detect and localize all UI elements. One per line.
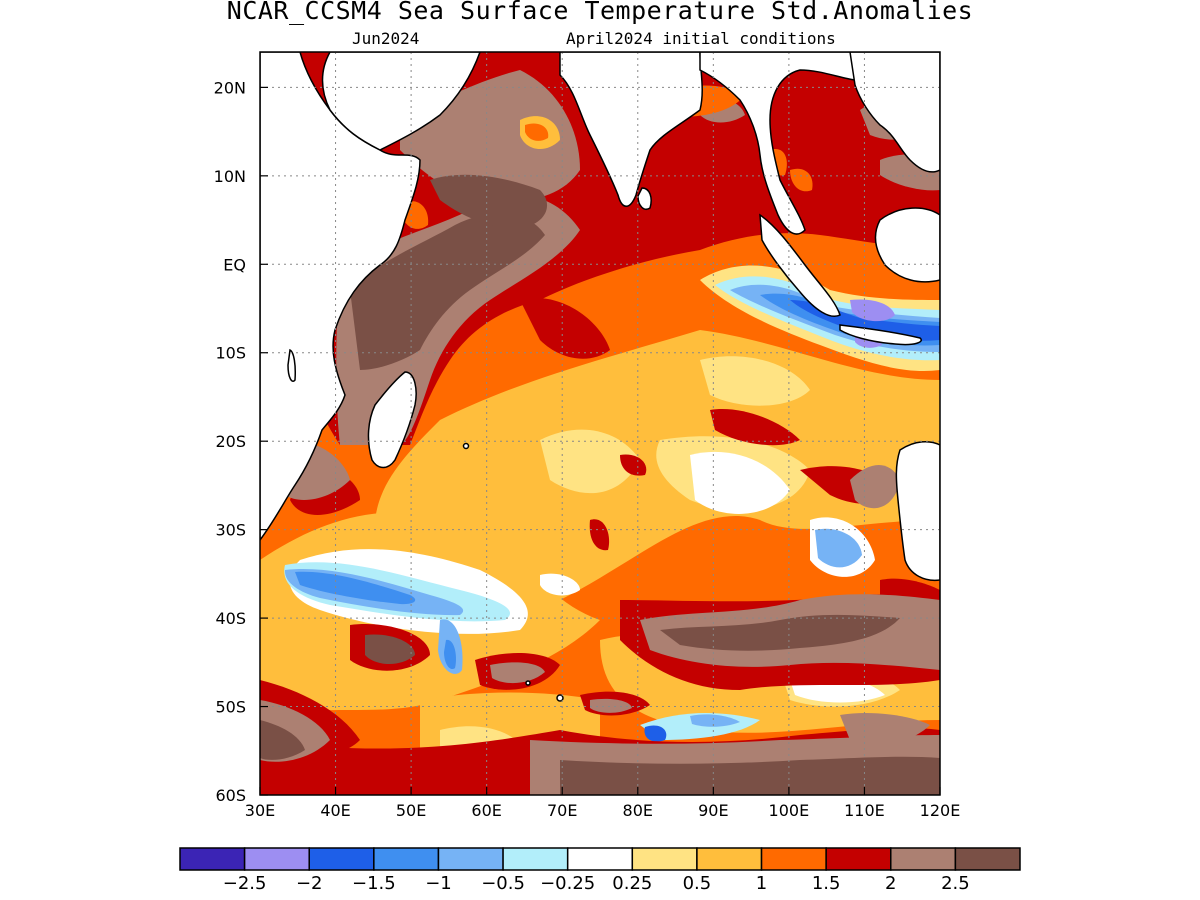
y-tick-label: EQ [223, 255, 246, 274]
x-tick-label: 50E [396, 801, 426, 820]
colorbar-label: 1.5 [812, 873, 841, 894]
anomaly-field [260, 52, 940, 795]
colorbar-swatch [631, 847, 698, 871]
colorbar-label: −2 [296, 873, 323, 894]
colorbar-swatch [760, 847, 827, 871]
x-tick-label: 40E [320, 801, 350, 820]
colorbar-label: 1 [756, 873, 767, 894]
latitude-labels: 20N 10N EQ 10S 20S 30S 40S 50S 60S [214, 78, 246, 805]
colorbar-swatch [308, 847, 375, 871]
colorbar-label: 0.25 [612, 873, 652, 894]
colorbar-label: −0.5 [481, 873, 525, 894]
colorbar-swatch [179, 847, 246, 871]
y-tick-label: 40S [215, 609, 246, 628]
x-tick-label: 70E [547, 801, 577, 820]
colorbar-label: 2.5 [941, 873, 970, 894]
colorbar-swatch [696, 847, 763, 871]
colorbar: −2.5 −2 −1.5 −1 −0.5 −0.25 0.25 0.5 1 1.5 2 2.5 [179, 847, 1021, 894]
x-tick-label: 80E [623, 801, 653, 820]
colorbar-label: 2 [885, 873, 896, 894]
initial-conditions: April2024 initial conditions [566, 29, 836, 48]
grid-lines [260, 52, 940, 795]
x-tick-label: 110E [844, 801, 885, 820]
colorbar-label: −1 [425, 873, 452, 894]
colorbar-swatch [566, 847, 634, 871]
colorbar-swatch [437, 847, 504, 871]
y-tick-label: 60S [215, 786, 246, 805]
colorbar-swatch [825, 847, 892, 871]
y-tick-label: 10N [214, 167, 246, 186]
x-tick-label: 100E [769, 801, 810, 820]
y-tick-label: 10S [215, 344, 246, 363]
longitude-labels: 30E 40E 50E 60E 70E 80E 90E 100E 110E 120E [245, 801, 961, 820]
colorbar-swatch [373, 847, 440, 871]
colorbar-swatch [954, 847, 1021, 871]
colorbar-label: 0.5 [683, 873, 712, 894]
map-frame [259, 51, 941, 796]
axis-ticks [259, 86, 941, 796]
y-tick-label: 20S [215, 432, 246, 451]
colorbar-swatch [890, 847, 957, 871]
forecast-month: Jun2024 [352, 29, 420, 48]
map-title: NCAR_CCSM4 Sea Surface Temperature Std.A… [226, 0, 974, 25]
land [260, 52, 940, 702]
x-tick-label: 60E [471, 801, 501, 820]
y-tick-label: 30S [215, 521, 246, 540]
x-tick-label: 90E [698, 801, 728, 820]
colorbar-swatch [243, 847, 310, 871]
colorbar-swatch [502, 847, 569, 871]
y-tick-label: 20N [214, 78, 246, 97]
colorbar-label: −1.5 [352, 873, 396, 894]
x-tick-label: 30E [245, 801, 275, 820]
colorbar-label: −0.25 [540, 873, 595, 894]
colorbar-label: −2.5 [223, 873, 267, 894]
y-tick-label: 50S [215, 698, 246, 717]
x-tick-label: 120E [920, 801, 961, 820]
